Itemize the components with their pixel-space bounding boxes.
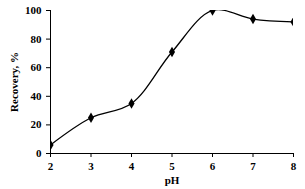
svg-text:20: 20	[31, 118, 43, 130]
svg-text:pH: pH	[165, 174, 180, 186]
svg-text:2: 2	[48, 160, 54, 172]
svg-text:3: 3	[88, 160, 94, 172]
svg-text:0: 0	[36, 147, 42, 159]
svg-text:7: 7	[250, 160, 256, 172]
svg-text:80: 80	[31, 33, 43, 45]
svg-text:Recovery, %: Recovery, %	[8, 52, 20, 112]
svg-text:40: 40	[31, 90, 43, 102]
svg-text:60: 60	[31, 61, 43, 73]
svg-text:8: 8	[291, 160, 297, 172]
svg-text:100: 100	[25, 4, 42, 16]
svg-text:6: 6	[210, 160, 216, 172]
svg-text:5: 5	[169, 160, 175, 172]
svg-text:4: 4	[129, 160, 135, 172]
